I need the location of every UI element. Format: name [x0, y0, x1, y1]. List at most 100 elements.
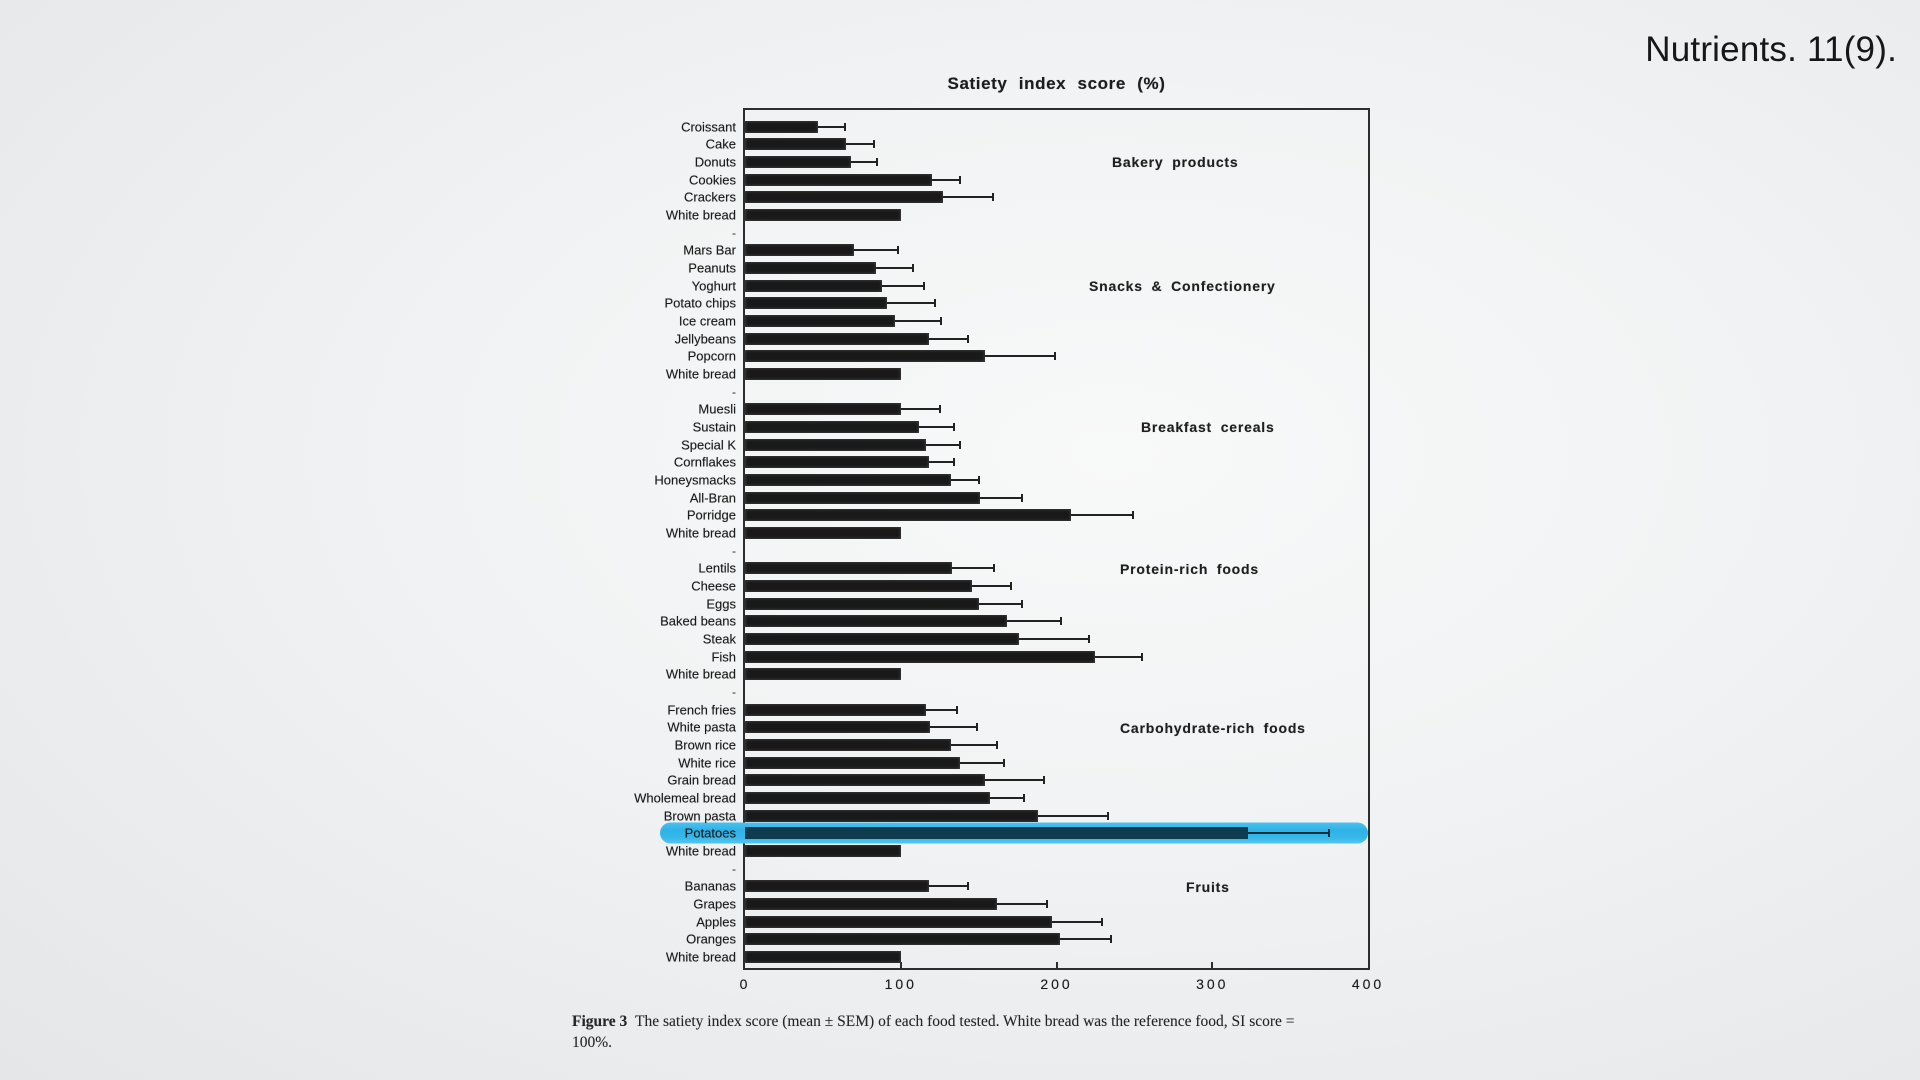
error-bar: [972, 582, 1013, 591]
food-label: White bread: [665, 843, 736, 859]
caption-text: The satiety index score (mean ± SEM) of …: [635, 1013, 1295, 1030]
food-label: White bread: [665, 525, 736, 541]
error-bar: [919, 423, 955, 432]
food-label: Apples: [696, 914, 736, 930]
bar: [745, 421, 920, 434]
bar: [745, 456, 929, 469]
bar: [745, 915, 1052, 928]
bar-row: Oranges: [686, 931, 1368, 949]
error-bar: [875, 264, 915, 273]
error-bar: [1095, 652, 1143, 661]
food-label: Brown pasta: [663, 808, 736, 824]
bar: [745, 633, 1020, 646]
food-label: Cheese: [691, 578, 736, 594]
axis-tick-mark: [1055, 962, 1058, 968]
bar-row: Jellybeans: [675, 330, 1368, 348]
bar-row: Popcorn: [688, 348, 1368, 366]
error-bar: [1248, 829, 1331, 838]
bar-row: French fries: [667, 701, 1368, 719]
error-bar: [928, 458, 955, 467]
error-bar: [1051, 917, 1103, 926]
bar: [745, 580, 973, 593]
bar: [745, 739, 951, 752]
food-label: Oranges: [686, 931, 736, 947]
food-label: Brown rice: [674, 737, 736, 753]
axis-tick-mark: [899, 962, 902, 968]
bar-row: White bread: [666, 524, 1368, 542]
bar: [745, 774, 985, 787]
plot-area: Croissant Cake Donuts Cookies Crackers White …: [634, 108, 1370, 970]
food-label: Popcorn: [687, 348, 736, 364]
bar: [745, 173, 932, 186]
bar-row: Honeysmacks: [654, 471, 1368, 489]
error-bar: [984, 352, 1057, 361]
separator-dash: -: [732, 685, 736, 700]
bar: [745, 650, 1096, 663]
food-label: Crackers: [683, 189, 736, 205]
bar: [745, 933, 1060, 946]
food-label: All-Bran: [689, 490, 736, 506]
food-label: Sustain: [692, 419, 736, 435]
bar-row: Cake: [706, 136, 1368, 154]
bar: [745, 438, 926, 451]
bar: [745, 880, 929, 893]
bar: [745, 262, 876, 275]
food-label: French fries: [667, 702, 736, 718]
bar: [745, 509, 1071, 522]
bar: [745, 156, 851, 169]
error-bar: [928, 882, 969, 891]
group-label: Carbohydrate-rich foods: [1120, 719, 1306, 736]
bar-row: Special K: [681, 436, 1368, 454]
group-label: Fruits: [1186, 878, 1230, 895]
bar: [745, 209, 901, 222]
food-label: Grapes: [693, 896, 736, 912]
bar: [745, 120, 819, 133]
food-label: Cookies: [689, 172, 736, 188]
separator-dash: -: [732, 543, 736, 558]
bar-row: White bread: [666, 948, 1368, 966]
error-bar: [930, 723, 978, 732]
bar: [745, 315, 895, 328]
bar: [745, 562, 953, 575]
caption-line-1: Figure 3 The satiety index score (mean ±…: [572, 1012, 1432, 1033]
error-bar: [950, 741, 999, 750]
error-bar: [1006, 617, 1062, 626]
bar-row: All-Bran: [690, 489, 1368, 507]
x-tick-label: 0: [739, 976, 751, 992]
food-label: White bread: [665, 666, 736, 682]
group-separator: -: [732, 224, 1368, 242]
bar: [745, 332, 929, 345]
bar: [745, 527, 901, 540]
group-label: Snacks & Confectionery: [1089, 277, 1276, 294]
bar-row: Cookies: [689, 171, 1368, 189]
error-bar: [989, 794, 1026, 803]
bar-row: Mars Bar: [683, 242, 1368, 260]
error-bar: [850, 158, 879, 167]
bar-row: Cornflakes: [674, 454, 1368, 472]
bar: [745, 138, 847, 151]
bar-row: Grain bread: [667, 772, 1368, 790]
figure-caption: Figure 3 The satiety index score (mean ±…: [572, 1012, 1432, 1054]
bar-row: Apples: [696, 913, 1368, 931]
food-label: White rice: [678, 755, 736, 771]
error-bar: [952, 564, 996, 573]
food-label: Baked beans: [660, 613, 736, 629]
bar: [745, 721, 931, 734]
food-label: Porridge: [686, 507, 736, 523]
error-bar: [900, 405, 941, 414]
bar-row: White bread: [666, 842, 1368, 860]
food-label: Donuts: [694, 154, 736, 170]
bar: [745, 898, 998, 911]
food-label: White pasta: [667, 719, 736, 735]
bar-row: Porridge: [687, 507, 1368, 525]
bar-row: Cheese: [691, 577, 1368, 595]
chart-title: Satiety index score (%): [947, 74, 1166, 93]
journal-reference: Nutrients. 11(9).: [1645, 30, 1897, 69]
bar-row: Ice cream: [679, 312, 1368, 330]
food-label: Muesli: [698, 401, 736, 417]
bar: [745, 279, 883, 292]
food-label: White bread: [665, 949, 736, 965]
error-bar: [984, 776, 1046, 785]
bar-row: Bananas: [685, 878, 1368, 896]
x-tick-label: 100: [884, 976, 917, 992]
